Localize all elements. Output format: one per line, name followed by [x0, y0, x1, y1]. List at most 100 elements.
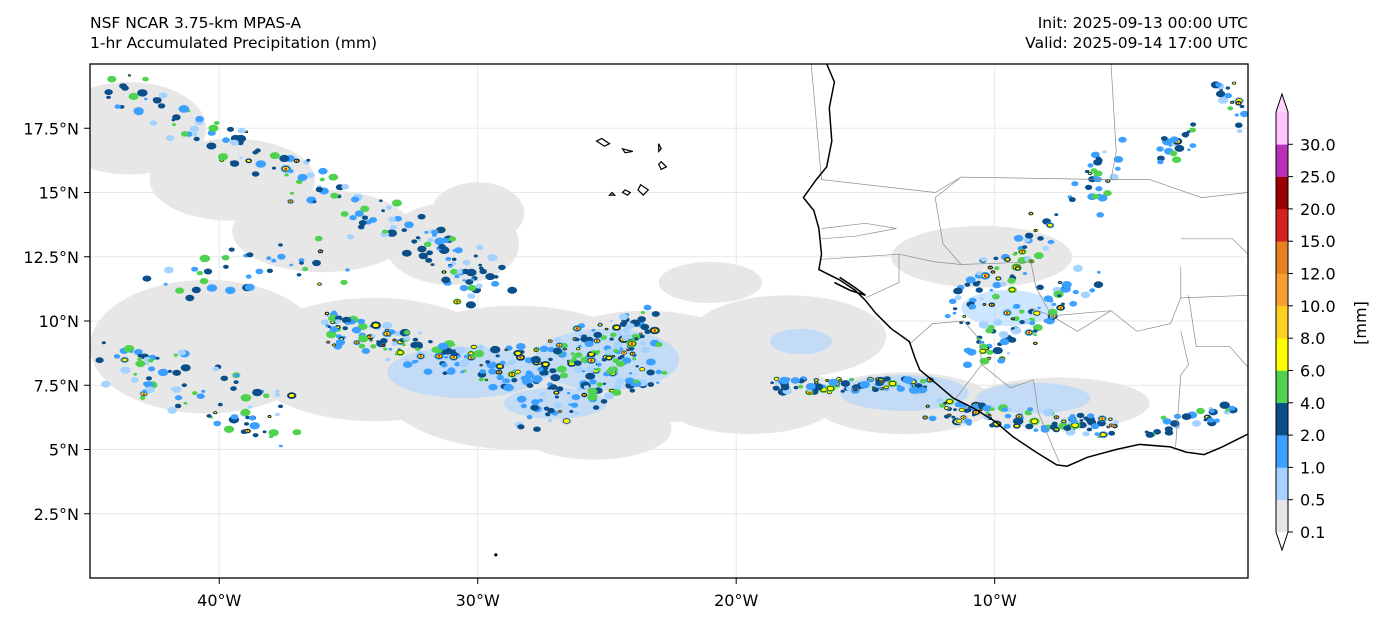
precip-cell: [1032, 324, 1043, 332]
precip-cell: [640, 341, 647, 346]
colorbar-label: 10.0: [1300, 297, 1336, 316]
precip-cell: [346, 234, 354, 240]
precip-cell: [583, 385, 590, 390]
border-line: [1180, 238, 1248, 255]
precip-cell: [230, 160, 234, 164]
precip-cell: [174, 403, 182, 409]
precip-cell: [1076, 412, 1085, 419]
light-precip-area: [769, 328, 832, 355]
model-title: NSF NCAR 3.75-km MPAS-A: [90, 14, 302, 32]
precip-cell: [568, 359, 575, 364]
precip-cell: [424, 230, 429, 234]
cape-verde-island: [657, 160, 668, 171]
precip-cell: [840, 380, 851, 387]
precip-cell: [442, 371, 448, 376]
precip-cell: [530, 404, 540, 411]
precip-cell: [235, 134, 247, 143]
precip-cell: [556, 386, 564, 392]
precip-cell: [646, 369, 655, 376]
precip-cell: [279, 154, 290, 163]
precip-cell: [312, 200, 317, 204]
precip-cell: [478, 263, 483, 267]
precip-cell: [297, 173, 308, 182]
precip-cell: [230, 139, 239, 146]
precip-cell: [191, 266, 199, 272]
precip-cell: [1172, 156, 1182, 163]
precip-cell: [442, 238, 450, 243]
precip-cell-core: [992, 271, 994, 273]
lat-label: 15°N: [39, 184, 79, 203]
precip-cell: [233, 373, 240, 378]
precip-cell: [965, 276, 976, 284]
precip-cell: [953, 408, 957, 411]
precip-cell: [1054, 213, 1059, 217]
precip-cell: [526, 383, 534, 388]
precip-cell: [980, 257, 987, 262]
precip-cell: [104, 89, 113, 96]
precip-cell: [318, 167, 328, 175]
precip-cell: [341, 316, 352, 324]
colorbar-label: 4.0: [1300, 394, 1325, 413]
colorbar-unit-label: [mm]: [1351, 301, 1370, 345]
light-precip-area: [658, 362, 840, 435]
precip-cell: [345, 268, 350, 272]
precip-cell: [1234, 113, 1240, 117]
precip-cell: [1183, 134, 1188, 138]
precip-cell-core: [419, 355, 422, 358]
lat-label: 5°N: [49, 441, 79, 460]
precip-cell: [531, 399, 540, 406]
precip-cell: [306, 172, 315, 179]
precip-cell: [1196, 407, 1205, 415]
precip-cell: [982, 405, 992, 412]
precip-cell-core: [1110, 424, 1113, 427]
precip-cell: [391, 199, 402, 207]
precip-cell: [1170, 136, 1179, 143]
colorbar-label: 1.0: [1300, 458, 1325, 477]
precip-cell: [172, 369, 182, 376]
precip-cell: [201, 389, 206, 393]
border-line: [1188, 295, 1248, 368]
precip-cell: [1214, 418, 1220, 423]
precip-cell: [917, 386, 927, 394]
precip-cell-heavy: [883, 385, 889, 389]
precip-cell: [462, 259, 471, 266]
precip-cell: [592, 405, 600, 410]
precip-cell: [430, 263, 435, 266]
precip-cell: [805, 383, 816, 390]
precip-cell: [1090, 151, 1100, 159]
precip-cell: [1080, 291, 1091, 299]
precip-cell-heavy: [1088, 172, 1092, 175]
precip-cell: [173, 353, 178, 357]
precip-cell-core: [519, 356, 522, 359]
precip-cell: [144, 97, 148, 101]
precip-cell: [252, 433, 259, 438]
precip-cell-heavy: [956, 419, 963, 424]
precip-cell: [989, 423, 995, 428]
precip-cell: [415, 347, 420, 352]
precip-cell: [1013, 234, 1024, 242]
precip-cell: [496, 374, 504, 381]
precip-cell-heavy: [554, 391, 559, 395]
precip-cell: [206, 414, 212, 418]
border-line: [821, 222, 897, 240]
lon-label: 20°W: [714, 591, 758, 610]
precip-cell: [146, 376, 152, 381]
precip-cell-core: [623, 351, 626, 354]
precip-cell: [223, 425, 235, 433]
precip-cell: [223, 264, 229, 269]
precip-cell: [540, 392, 546, 397]
precip-cell: [491, 280, 500, 287]
colorbar-swatch: [1276, 112, 1288, 145]
precip-cell: [1240, 110, 1248, 118]
precip-cell: [493, 275, 499, 279]
precip-cell: [217, 153, 229, 161]
precip-cell: [230, 386, 237, 391]
precip-cell: [547, 407, 555, 414]
precip-cell-core: [839, 380, 841, 382]
precip-cell: [1096, 270, 1101, 274]
precip-cell: [357, 318, 365, 325]
precip-cell: [972, 281, 980, 287]
precip-cell: [134, 349, 143, 356]
precip-cell: [361, 215, 369, 220]
